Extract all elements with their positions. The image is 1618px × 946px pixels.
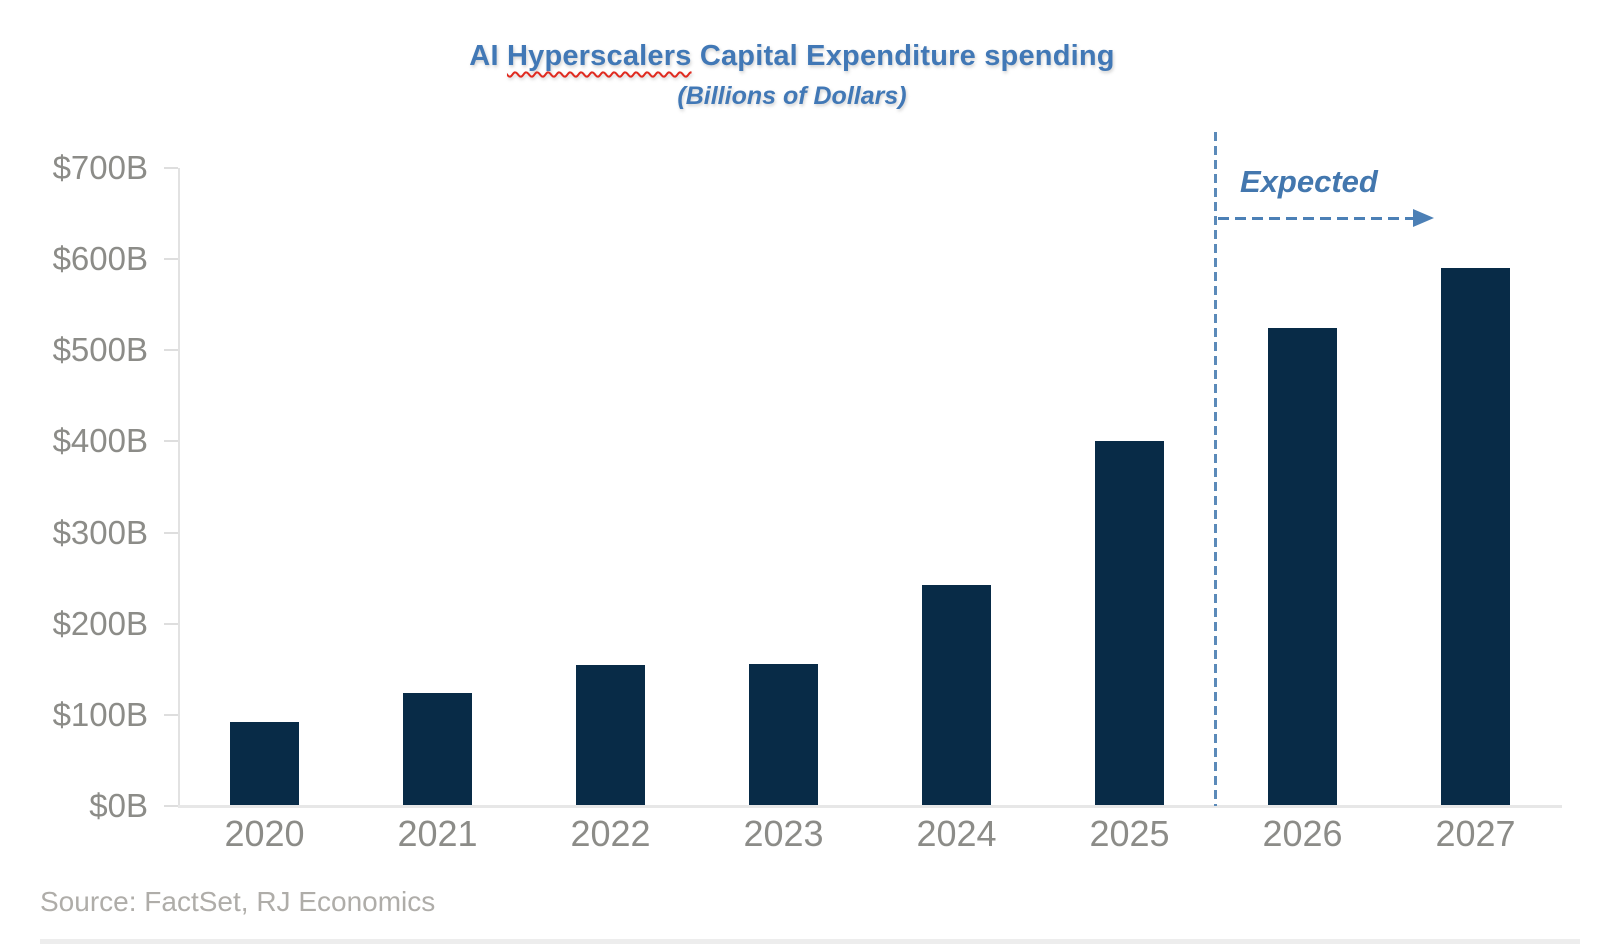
bar-2025 <box>1095 441 1164 806</box>
y-axis-label-300: $300B <box>52 513 148 551</box>
x-axis-label-2023: 2023 <box>743 813 824 854</box>
x-axis-line <box>178 805 1562 808</box>
x-axis-label-2025: 2025 <box>1089 813 1170 854</box>
bar-2024 <box>922 585 991 806</box>
expected-annotation-label: Expected <box>1240 164 1378 199</box>
x-axis-label-2024: 2024 <box>916 813 997 854</box>
y-axis-tick-200 <box>164 622 178 625</box>
expected-divider-dashed-line <box>1214 132 1217 806</box>
x-axis-label-2022: 2022 <box>570 813 651 854</box>
y-axis-label-100: $100B <box>52 695 148 733</box>
window-bottom-edge <box>40 939 1580 944</box>
y-axis-tick-0 <box>164 805 178 807</box>
chart-subtitle: (Billions of Dollars) <box>677 82 907 110</box>
bar-2027 <box>1441 268 1510 806</box>
bar-2022 <box>576 664 645 806</box>
chart-title-misspelled-word: Hyperscalers <box>506 40 692 72</box>
bar-2020 <box>230 722 299 806</box>
y-axis-tick-300 <box>164 531 178 534</box>
x-axis-label-2020: 2020 <box>224 813 305 854</box>
source-note: Source: FactSet, RJ Economics <box>40 886 436 917</box>
bar-2026 <box>1268 327 1337 806</box>
y-axis-label-500: $500B <box>52 331 148 369</box>
y-axis-label-700: $700B <box>52 149 148 186</box>
bar-2021 <box>403 692 472 806</box>
y-axis-tick-600 <box>164 258 178 261</box>
y-axis-label-0: $0B <box>89 787 148 824</box>
y-axis-label-400: $400B <box>52 422 148 460</box>
chart-title-prefix: AI <box>469 40 507 72</box>
y-axis-label-200: $200B <box>52 604 148 642</box>
x-axis-label-2027: 2027 <box>1435 813 1516 854</box>
y-axis-tick-100 <box>164 713 178 716</box>
bar-2023 <box>749 663 818 806</box>
chart-title: AI Hyperscalers Capital Expenditure spen… <box>0 40 1584 73</box>
y-axis-label-600: $600B <box>52 240 148 278</box>
chart-title-suffix: Capital Expenditure spending <box>691 40 1115 72</box>
y-axis-tick-500 <box>164 349 178 352</box>
y-axis-tick-400 <box>164 440 178 443</box>
x-axis-label-2026: 2026 <box>1262 813 1343 854</box>
x-axis-label-2021: 2021 <box>397 813 478 854</box>
expected-arrow-line <box>1218 217 1414 220</box>
expected-arrow-head-icon <box>1413 209 1434 227</box>
y-axis-tick-700 <box>164 167 178 169</box>
y-axis-line <box>178 168 180 807</box>
